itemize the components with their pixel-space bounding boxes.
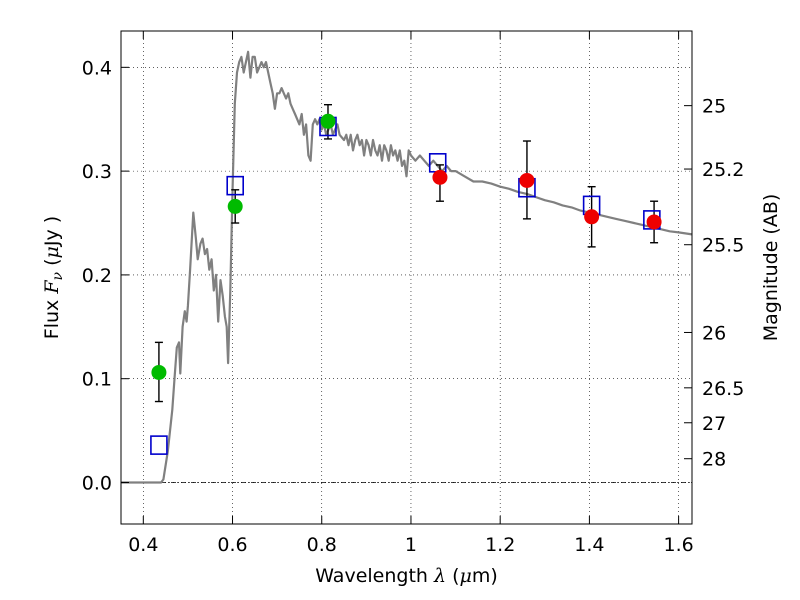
y-tick-label: 0.3 [82,161,112,183]
x-tick-label: 1.2 [485,534,515,556]
x-tick-label: 0.8 [307,534,337,556]
y2-tick-label: 27 [702,413,726,435]
observed-nir-point [646,214,662,230]
x-tick-label: 0.6 [217,534,247,556]
observed-nir-point [584,209,600,225]
observed-points-layer [151,113,662,380]
y2-tick-label: 25 [702,96,726,118]
model-sed-layer [121,50,693,484]
y2-tick-label: 26 [702,322,726,344]
y2-axis-label: Magnitude (AB) [760,194,782,342]
x-tick-label: 0.4 [128,534,158,556]
x-tick-label: 1.6 [664,534,694,556]
tick-layer: 0.4 0.6 0.8 1 1.2 1.4 1.6 0.0 0.1 0.2 0.3 0.4 25 25.2… [82,31,744,556]
x-axis-label: Wavelength λ (μm) [315,565,498,587]
observed-nir-point [519,172,535,188]
model-sed-line [121,50,693,484]
x-tick-label: 1.4 [574,534,604,556]
grid-layer [121,31,692,524]
y-tick-label: 0.2 [82,265,112,287]
y-axis-label: Flux Fν (μJy ) [41,216,66,339]
model-photometry-square [226,175,244,196]
observed-optical-point [151,364,167,380]
y-tick-label: 0.1 [82,369,112,391]
y2-tick-label: 25.2 [702,159,744,181]
y2-tick-label: 28 [702,449,726,471]
y-tick-label: 0.0 [82,472,112,494]
observed-optical-point [320,113,336,129]
observed-nir-point [432,169,448,185]
y2-tick-label: 26.5 [702,378,744,400]
y-tick-label: 0.4 [82,57,112,79]
observed-optical-point [227,198,243,214]
y2-tick-label: 25.5 [702,235,744,257]
plot-frame [120,30,693,525]
model-photometry-square [150,435,168,455]
x-tick-label: 1 [405,534,417,556]
